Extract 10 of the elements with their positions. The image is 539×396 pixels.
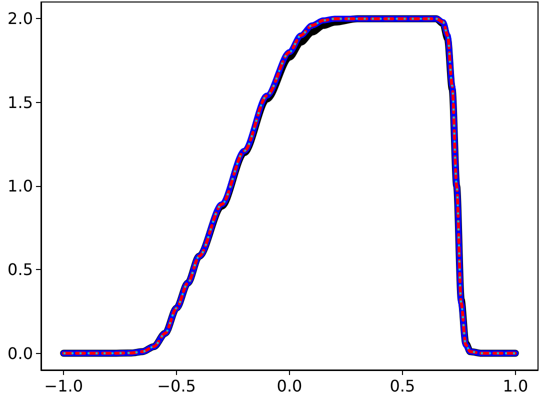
x-tick-label: −1.0 [44,376,84,396]
y-tick-label: 0.5 [8,260,33,280]
x-tick-label: −0.5 [157,376,196,396]
y-tick-label: 2.0 [8,9,33,28]
y-tick-label: 1.5 [8,92,33,112]
y-tick-label: 1.0 [8,176,33,196]
x-tick-label: 0.0 [276,376,302,396]
x-tick-label: 1.0 [502,376,528,396]
x-tick-label: 0.5 [390,376,416,396]
y-tick-label: 0.0 [8,344,33,363]
